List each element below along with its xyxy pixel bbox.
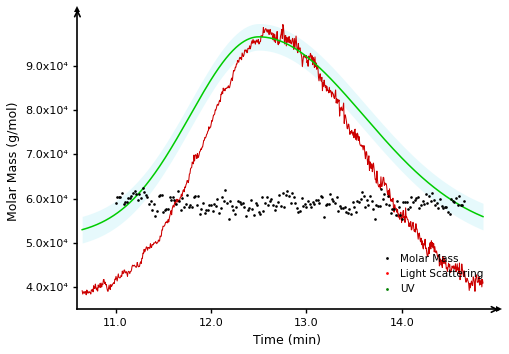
Y-axis label: Molar Mass (g/mol): Molar Mass (g/mol) <box>7 101 20 221</box>
Legend: Molar Mass, Light Scattering, UV: Molar Mass, Light Scattering, UV <box>372 250 488 298</box>
X-axis label: Time (min): Time (min) <box>253 334 321 347</box>
